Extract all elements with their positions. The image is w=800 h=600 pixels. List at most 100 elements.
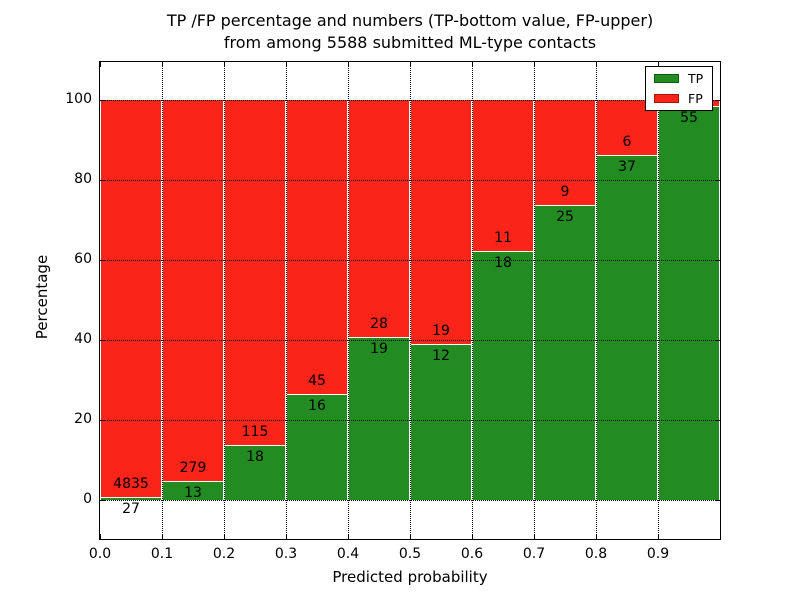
y-tick-right-40	[715, 339, 720, 341]
bar-segment-tp-1	[163, 482, 223, 500]
x-tick-label-0.2: 0.2	[212, 546, 236, 562]
x-tick-top-4	[347, 62, 349, 67]
x-tick-label-0.7: 0.7	[522, 546, 546, 562]
y-tick-label-20: 20	[74, 411, 92, 427]
gridline-v-8	[596, 62, 597, 539]
legend-label-fp: FP	[688, 91, 703, 106]
bar-segment-tp-3	[287, 395, 347, 500]
x-tick-top-7	[533, 62, 535, 67]
fp-count-label-8: 6	[622, 133, 632, 150]
x-tick-label-0.0: 0.0	[88, 546, 112, 562]
bar-segment-fp-1	[163, 100, 223, 482]
x-tick-bottom-4	[347, 534, 349, 539]
gridline-v-1	[162, 62, 163, 539]
x-tick-label-0.1: 0.1	[150, 546, 174, 562]
y-tick-right-60	[715, 259, 720, 261]
x-tick-label-0.5: 0.5	[398, 546, 422, 562]
fp-count-label-6: 11	[494, 229, 512, 246]
bar-segment-tp-9	[659, 107, 719, 500]
bar-segment-tp-5	[411, 345, 471, 500]
x-tick-top-10	[719, 62, 721, 67]
y-tick-label-0: 0	[83, 491, 92, 507]
legend-row-tp: TP	[654, 72, 703, 85]
x-tick-bottom-2	[223, 534, 225, 539]
x-tick-bottom-3	[285, 534, 287, 539]
x-tick-bottom-8	[595, 534, 597, 539]
y-tick-label-80: 80	[74, 171, 92, 187]
bar-segment-fp-4	[349, 100, 409, 338]
bar-segment-fp-3	[287, 100, 347, 395]
fp-count-label-1: 279	[179, 460, 207, 477]
x-tick-bottom-5	[409, 534, 411, 539]
x-tick-bottom-9	[657, 534, 659, 539]
x-tick-label-0.3: 0.3	[274, 546, 298, 562]
y-tick-label-100: 100	[65, 91, 92, 107]
tp-count-label-5: 12	[432, 348, 450, 365]
bar-segment-tp-4	[349, 338, 409, 500]
gridline-v-6	[472, 62, 473, 539]
y-tick-left-60	[100, 259, 105, 261]
y-tick-left-40	[100, 339, 105, 341]
x-tick-top-2	[223, 62, 225, 67]
gridline-v-7	[534, 62, 535, 539]
bar-segment-fp-7	[535, 100, 595, 205]
gridline-v-4	[348, 62, 349, 539]
y-axis-label: Percentage	[33, 254, 51, 340]
tp-count-label-8: 37	[618, 158, 636, 175]
chart-title-line1: TP /FP percentage and numbers (TP-bottom…	[166, 11, 654, 30]
bar-segment-tp-0	[101, 497, 161, 500]
bar-segment-fp-6	[473, 100, 533, 251]
y-tick-label-60: 60	[74, 251, 92, 267]
x-tick-bottom-7	[533, 534, 535, 539]
legend-swatch-fp	[654, 94, 679, 103]
bar-segment-tp-8	[597, 155, 657, 500]
tp-count-label-6: 18	[494, 254, 512, 271]
y-tick-right-80	[715, 179, 720, 181]
gridline-v-3	[286, 62, 287, 539]
bar-segment-tp-7	[535, 205, 595, 500]
fp-count-label-0: 4835	[113, 475, 149, 492]
fp-count-label-5: 19	[432, 323, 450, 340]
y-tick-label-40: 40	[74, 331, 92, 347]
legend-label-tp: TP	[688, 71, 704, 86]
legend: TP FP	[645, 66, 714, 111]
x-tick-top-9	[657, 62, 659, 67]
x-axis-label: Predicted probability	[332, 568, 488, 586]
x-tick-bottom-0	[99, 534, 101, 539]
legend-row-fp: FP	[654, 92, 703, 105]
bar-segment-fp-5	[411, 100, 471, 345]
fp-count-label-7: 9	[560, 183, 570, 200]
y-tick-left-80	[100, 179, 105, 181]
x-tick-top-0	[99, 62, 101, 67]
x-tick-top-1	[161, 62, 163, 67]
gridline-v-5	[410, 62, 411, 539]
gridline-v-2	[224, 62, 225, 539]
y-tick-right-0	[715, 499, 720, 501]
y-tick-right-20	[715, 419, 720, 421]
chart-title: TP /FP percentage and numbers (TP-bottom…	[60, 10, 760, 54]
bar-segment-fp-0	[101, 100, 161, 497]
x-tick-bottom-10	[719, 534, 721, 539]
y-tick-left-100	[100, 99, 105, 101]
bar-segment-tp-6	[473, 251, 533, 500]
x-tick-bottom-1	[161, 534, 163, 539]
bar-segment-tp-2	[225, 445, 285, 500]
tp-count-label-4: 19	[370, 341, 388, 358]
legend-swatch-tp	[654, 74, 679, 83]
x-tick-top-8	[595, 62, 597, 67]
x-tick-label-0.8: 0.8	[584, 546, 608, 562]
y-tick-right-100	[715, 99, 720, 101]
chart-title-line2: from among 5588 submitted ML-type contac…	[223, 33, 597, 52]
x-tick-bottom-6	[471, 534, 473, 539]
tp-count-label-9: 55	[680, 110, 698, 127]
y-tick-left-0	[100, 499, 105, 501]
x-tick-label-0.6: 0.6	[460, 546, 484, 562]
x-tick-top-5	[409, 62, 411, 67]
fp-count-label-4: 28	[370, 316, 388, 333]
fp-count-label-2: 115	[241, 423, 269, 440]
x-tick-top-6	[471, 62, 473, 67]
tp-count-label-3: 16	[308, 398, 326, 415]
tp-count-label-1: 13	[184, 485, 202, 502]
tp-count-label-2: 18	[246, 448, 264, 465]
fp-count-label-3: 45	[308, 373, 326, 390]
